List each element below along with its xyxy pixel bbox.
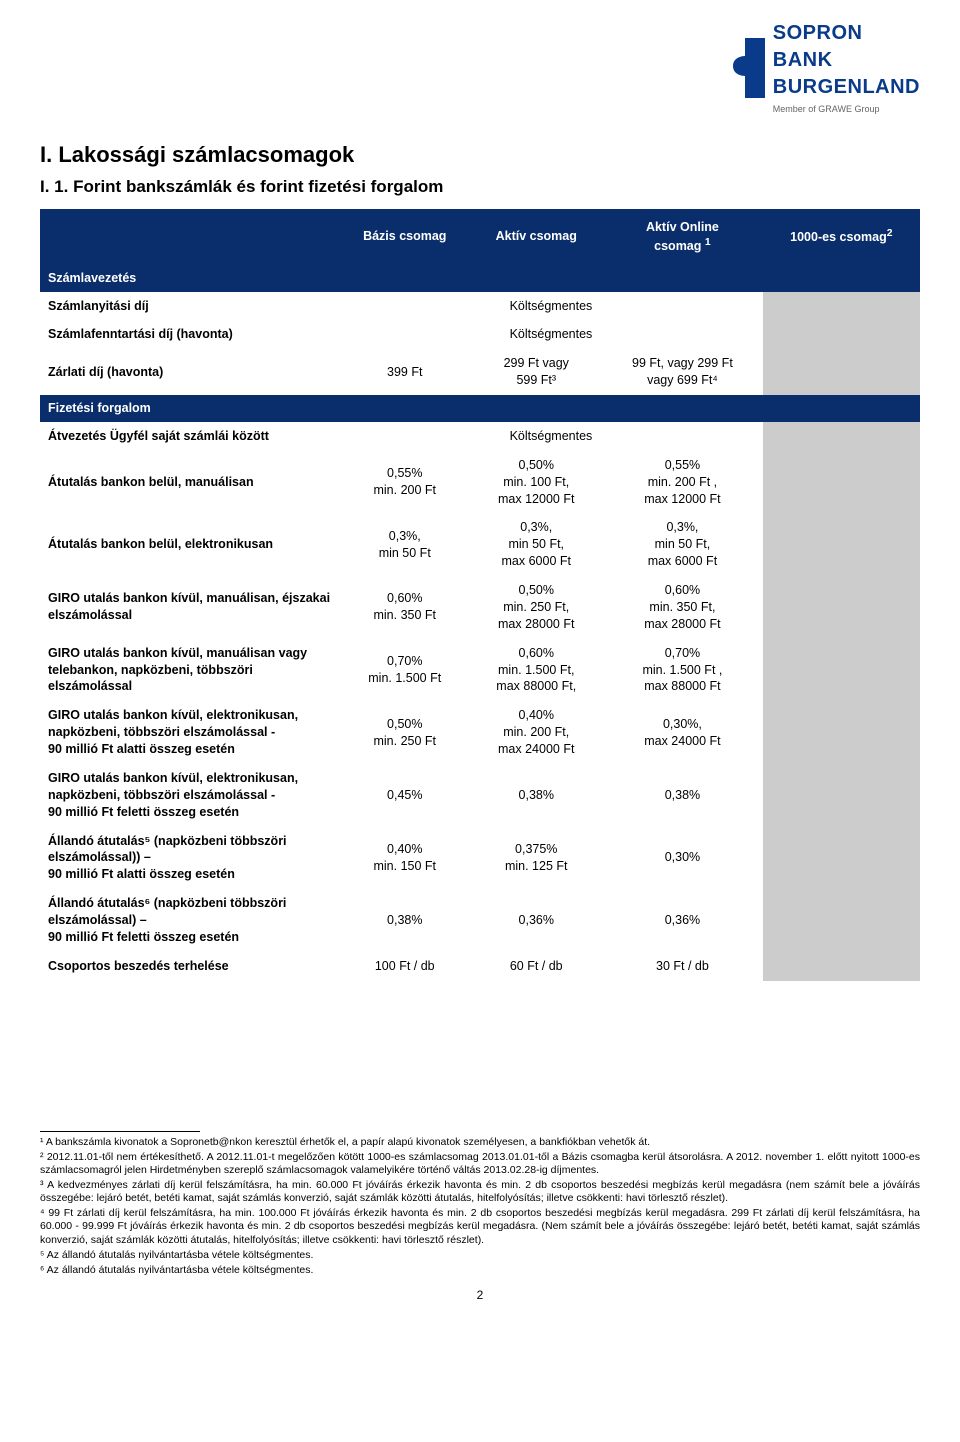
cell: 99 Ft, vagy 299 Ft vagy 699 Ft⁴ — [602, 349, 763, 395]
cell: 0,40% min. 200 Ft, max 24000 Ft — [470, 701, 602, 764]
footnote-4: ⁴ 99 Ft zárlati díj kerül felszámításra,… — [40, 1207, 920, 1246]
row-label: Zárlati díj (havonta) — [40, 349, 339, 395]
cell: 0,60% min. 350 Ft, max 28000 Ft — [602, 576, 763, 639]
footnote-6: ⁶ Az állandó átutalás nyilvántartásba vé… — [40, 1264, 920, 1277]
cell: 0,38% — [602, 764, 763, 827]
footnotes: ¹ A bankszámla kivonatok a Sopronetb@nko… — [40, 1131, 920, 1277]
table-row: Számlanyitási díj Költségmentes — [40, 292, 920, 321]
row-label: Átvezetés Ügyfél saját számlái között — [40, 422, 339, 451]
cell: 0,38% — [339, 889, 470, 952]
cell-merged: Költségmentes — [339, 320, 763, 349]
cell: 0,30%, max 24000 Ft — [602, 701, 763, 764]
col3-line2: csomag — [654, 239, 701, 253]
cell: 0,50% min. 100 Ft, max 12000 Ft — [470, 451, 602, 514]
logo-line2: BANK — [773, 47, 920, 74]
row-label: Állandó átutalás⁶ (napközbeni többszöri … — [40, 889, 339, 952]
cell: 0,3%, min 50 Ft, max 6000 Ft — [470, 513, 602, 576]
cell: 0,60% min. 350 Ft — [339, 576, 470, 639]
table-header-row: Bázis csomag Aktív csomag Aktív Online c… — [40, 209, 920, 265]
cell: 0,36% — [470, 889, 602, 952]
col-bazis: Bázis csomag — [339, 209, 470, 265]
row-label: GIRO utalás bankon kívül, manuálisan, éj… — [40, 576, 339, 639]
logo-mark-icon — [719, 38, 765, 98]
cell: 60 Ft / db — [470, 952, 602, 981]
cell: 0,70% min. 1.500 Ft — [339, 639, 470, 702]
cell: 0,55% min. 200 Ft , max 12000 Ft — [602, 451, 763, 514]
page-title: I. Lakossági számlacsomagok — [40, 140, 920, 170]
section-szamlavezetes: Számlavezetés — [40, 265, 920, 292]
page-number: 2 — [40, 1287, 920, 1303]
cell: 0,3%, min 50 Ft, max 6000 Ft — [602, 513, 763, 576]
cell: 0,70% min. 1.500 Ft , max 88000 Ft — [602, 639, 763, 702]
table-row: Átvezetés Ügyfél saját számlái között Kö… — [40, 422, 920, 451]
cell-merged: Költségmentes — [339, 422, 763, 451]
col-aktiv-online: Aktív Online csomag 1 — [602, 209, 763, 265]
cell: 299 Ft vagy 599 Ft³ — [470, 349, 602, 395]
col3-line1: Aktív Online — [646, 220, 719, 234]
logo-line1: SOPRON — [773, 20, 920, 47]
cell: 0,40% min. 150 Ft — [339, 827, 470, 890]
cell: 0,50% min. 250 Ft — [339, 701, 470, 764]
footnote-1: ¹ A bankszámla kivonatok a Sopronetb@nko… — [40, 1136, 920, 1149]
col4-sup: 2 — [887, 228, 893, 239]
grey-cell — [763, 422, 920, 981]
logo-line3: BURGENLAND — [773, 74, 920, 101]
footnote-5: ⁵ Az állandó átutalás nyilvántartásba vé… — [40, 1249, 920, 1262]
fee-table: Bázis csomag Aktív csomag Aktív Online c… — [40, 209, 920, 981]
cell: 100 Ft / db — [339, 952, 470, 981]
section-fizetesi: Fizetési forgalom — [40, 395, 920, 422]
footnote-3: ³ A kedvezményes zárlati díj kerül felsz… — [40, 1179, 920, 1205]
cell: 0,36% — [602, 889, 763, 952]
cell: 0,375% min. 125 Ft — [470, 827, 602, 890]
cell: 0,3%, min 50 Ft — [339, 513, 470, 576]
section-label-1: Számlavezetés — [40, 265, 920, 292]
cell: 0,30% — [602, 827, 763, 890]
row-label: GIRO utalás bankon kívül, elektronikusan… — [40, 701, 339, 764]
col-1000es: 1000-es csomag2 — [763, 209, 920, 265]
cell: 30 Ft / db — [602, 952, 763, 981]
row-label: Csoportos beszedés terhelése — [40, 952, 339, 981]
col3-sup: 1 — [705, 237, 711, 248]
row-label: GIRO utalás bankon kívül, elektronikusan… — [40, 764, 339, 827]
logo: SOPRON BANK BURGENLAND Member of GRAWE G… — [719, 20, 920, 115]
section-label-2: Fizetési forgalom — [40, 395, 920, 422]
cell: 0,45% — [339, 764, 470, 827]
col4-text: 1000-es csomag — [790, 230, 887, 244]
grey-cell — [763, 292, 920, 396]
page-subtitle: I. 1. Forint bankszámlák és forint fizet… — [40, 176, 920, 199]
footnote-2: ² 2012.11.01-től nem értékesíthető. A 20… — [40, 1151, 920, 1177]
logo-subtext: Member of GRAWE Group — [773, 103, 920, 115]
row-label: Állandó átutalás⁵ (napközbeni többszöri … — [40, 827, 339, 890]
row-label: Átutalás bankon belül, manuálisan — [40, 451, 339, 514]
logo-text: SOPRON BANK BURGENLAND Member of GRAWE G… — [773, 20, 920, 115]
col-aktiv: Aktív csomag — [470, 209, 602, 265]
cell: 0,55% min. 200 Ft — [339, 451, 470, 514]
cell: 0,60% min. 1.500 Ft, max 88000 Ft, — [470, 639, 602, 702]
row-label: Számlafenntartási díj (havonta) — [40, 320, 339, 349]
row-label: Számlanyitási díj — [40, 292, 339, 321]
cell: 0,50% min. 250 Ft, max 28000 Ft — [470, 576, 602, 639]
cell: 399 Ft — [339, 349, 470, 395]
cell: 0,38% — [470, 764, 602, 827]
row-label: Átutalás bankon belül, elektronikusan — [40, 513, 339, 576]
logo-container: SOPRON BANK BURGENLAND Member of GRAWE G… — [40, 20, 920, 115]
row-label: GIRO utalás bankon kívül, manuálisan vag… — [40, 639, 339, 702]
cell-merged: Költségmentes — [339, 292, 763, 321]
